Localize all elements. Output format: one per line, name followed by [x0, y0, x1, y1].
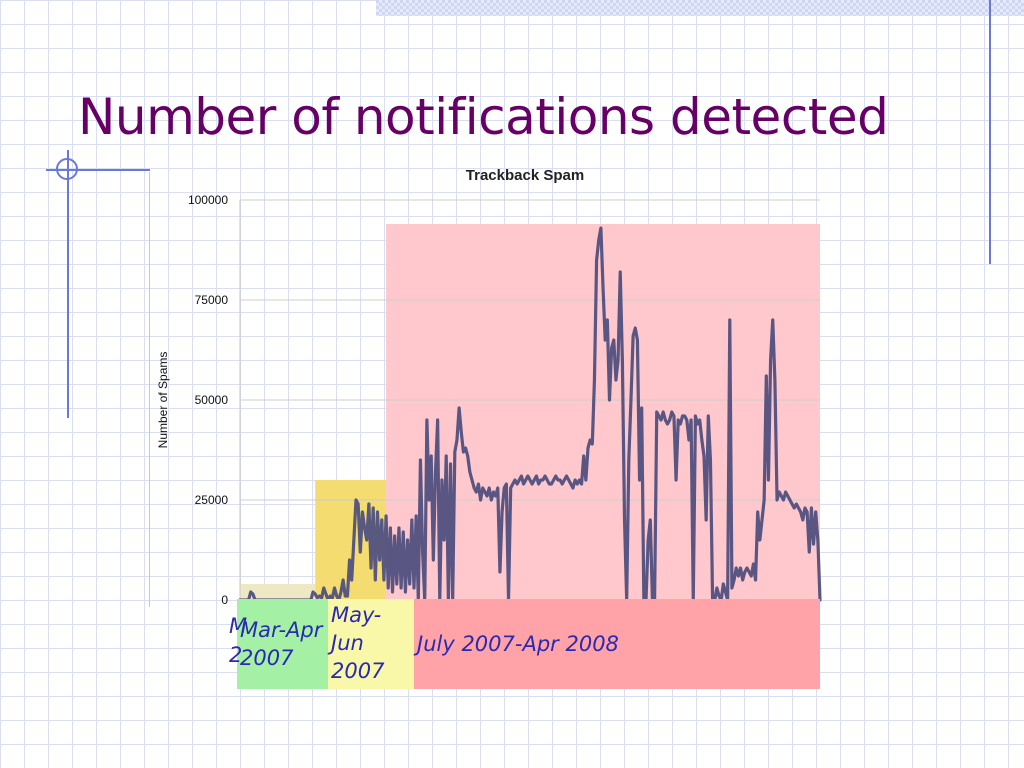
- chart-title: Trackback Spam: [466, 167, 584, 184]
- y-tick-labels: 100000 75000 50000 25000 0: [188, 193, 228, 607]
- y-tick-label-25000: 25000: [195, 493, 229, 507]
- series-line: [238, 226, 822, 602]
- period-label-may-jun: May- Jun 2007: [328, 599, 416, 689]
- period-label-mar-apr-text: Mar-Apr 2007: [240, 618, 323, 670]
- y-tick-label-75000: 75000: [195, 293, 229, 307]
- deco-vertical-line-left: [67, 150, 69, 418]
- y-axis-label: Number of Spams: [156, 352, 170, 449]
- stray-letter-m: M: [229, 614, 248, 638]
- deco-circle: [56, 158, 78, 180]
- y-tick-label-0: 0: [221, 593, 228, 607]
- period-label-mar-apr: Mar-Apr 2007: [237, 599, 331, 689]
- period-label-july-apr: July 2007-Apr 2008: [414, 599, 820, 689]
- highlight-mar-apr: [240, 584, 316, 600]
- deco-vertical-line-right: [989, 0, 991, 264]
- y-tick-label-50000: 50000: [195, 393, 229, 407]
- series-group: [238, 226, 822, 602]
- y-tick-label-100000: 100000: [188, 193, 228, 207]
- chart-frame-left-line: [149, 172, 150, 607]
- top-decorative-band: [376, 0, 1024, 16]
- slide-title: Number of notifications detected: [78, 88, 889, 146]
- period-label-may-jun-text: May- Jun 2007: [331, 603, 385, 683]
- period-label-july-apr-text: July 2007-Apr 2008: [417, 632, 619, 656]
- stray-digit-2: 2: [229, 643, 243, 667]
- deco-horizontal-line-left: [46, 169, 150, 171]
